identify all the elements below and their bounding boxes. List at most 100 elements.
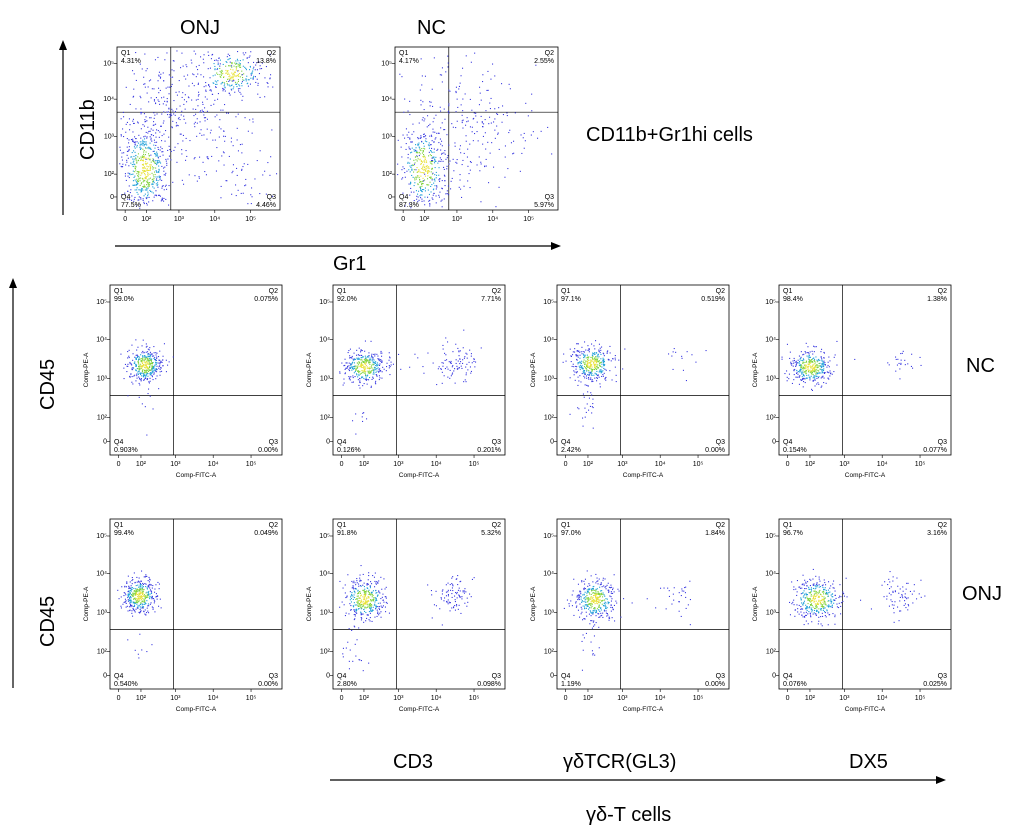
event-dot	[598, 604, 600, 606]
event-dot	[362, 385, 364, 387]
event-dot	[339, 580, 341, 582]
event-dot	[153, 167, 155, 169]
event-dot	[220, 109, 222, 111]
event-dot	[159, 161, 161, 163]
event-dot	[369, 592, 371, 594]
event-dot	[791, 364, 793, 366]
event-dot	[587, 605, 589, 607]
event-dot	[144, 167, 146, 169]
event-dot	[140, 361, 142, 363]
event-dot	[365, 364, 367, 366]
event-dot	[153, 180, 155, 182]
event-dot	[135, 380, 137, 382]
event-dot	[370, 608, 372, 610]
event-dot	[462, 119, 464, 121]
event-dot	[135, 79, 137, 81]
event-dot	[149, 377, 151, 379]
event-dot	[139, 612, 141, 614]
event-dot	[375, 383, 377, 385]
event-dot	[420, 197, 422, 199]
event-dot	[365, 593, 367, 595]
event-dot	[366, 367, 368, 369]
event-dot	[427, 167, 429, 169]
event-dot	[600, 371, 602, 373]
event-dot	[221, 69, 223, 71]
event-dot	[587, 391, 589, 393]
event-dot	[496, 125, 498, 127]
event-dot	[594, 377, 596, 379]
event-dot	[235, 75, 237, 77]
event-dot	[132, 367, 134, 369]
event-dot	[188, 97, 190, 99]
event-dot	[361, 363, 363, 365]
event-dot	[368, 600, 370, 602]
event-dot	[230, 88, 232, 90]
event-dot	[360, 580, 362, 582]
event-dot	[267, 162, 269, 164]
event-dot	[604, 599, 606, 601]
x-tick-label: 10²	[583, 461, 594, 468]
event-dot	[372, 590, 374, 592]
event-dot	[134, 141, 136, 143]
event-dot	[160, 607, 162, 609]
event-dot	[374, 353, 376, 355]
event-dot	[377, 582, 379, 584]
event-dot	[469, 349, 471, 351]
event-dot	[423, 133, 425, 135]
event-dot	[345, 362, 347, 364]
event-dot	[812, 377, 814, 379]
event-dot	[412, 164, 414, 166]
event-dot	[182, 140, 184, 142]
event-dot	[465, 381, 467, 383]
event-dot	[584, 384, 586, 386]
event-dot	[160, 73, 162, 75]
event-dot	[368, 596, 370, 598]
event-dot	[144, 121, 146, 123]
event-dot	[588, 608, 590, 610]
event-dot	[460, 612, 462, 614]
y-tick-label: 10²	[766, 415, 777, 422]
event-dot	[357, 595, 359, 597]
event-dot	[587, 366, 589, 368]
event-dot	[145, 364, 147, 366]
event-dot	[153, 124, 155, 126]
event-dot	[239, 76, 241, 78]
event-dot	[369, 612, 371, 614]
event-dot	[366, 375, 368, 377]
event-dot	[441, 371, 443, 373]
event-dot	[361, 604, 363, 606]
event-dot	[146, 367, 148, 369]
event-dot	[594, 357, 596, 359]
event-dot	[371, 364, 373, 366]
event-dot	[158, 388, 160, 390]
event-dot	[139, 384, 141, 386]
event-dot	[441, 81, 443, 83]
event-dot	[356, 609, 358, 611]
event-dot	[808, 355, 810, 357]
event-dot	[341, 362, 343, 364]
event-dot	[432, 160, 434, 162]
event-dot	[137, 171, 139, 173]
event-dot	[144, 170, 146, 172]
event-dot	[241, 85, 243, 87]
event-dot	[426, 161, 428, 163]
event-dot	[588, 362, 590, 364]
event-dot	[146, 181, 148, 183]
event-dot	[375, 604, 377, 606]
event-dot	[482, 81, 484, 83]
event-dot	[145, 346, 147, 348]
event-dot	[608, 602, 610, 604]
event-dot	[603, 594, 605, 596]
event-dot	[145, 370, 147, 372]
event-dot	[596, 355, 598, 357]
event-dot	[127, 351, 129, 353]
event-dot	[162, 151, 164, 153]
event-dot	[146, 372, 148, 374]
event-dot	[129, 361, 131, 363]
event-dot	[816, 366, 818, 368]
event-dot	[139, 358, 141, 360]
event-dot	[590, 356, 592, 358]
event-dot	[358, 604, 360, 606]
event-dot	[365, 603, 367, 605]
